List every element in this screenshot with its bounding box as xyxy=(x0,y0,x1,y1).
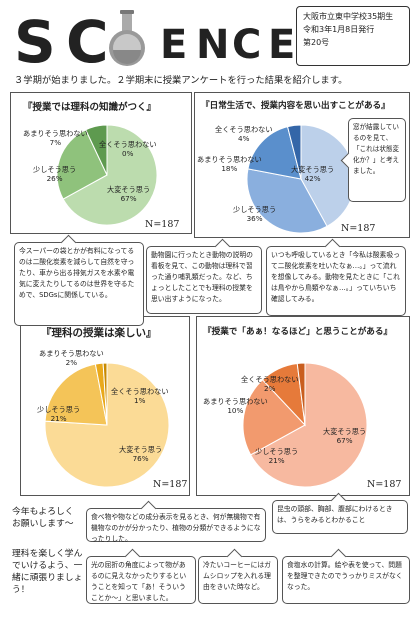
slice-little-not xyxy=(247,126,302,180)
logo-letter: S xyxy=(14,8,56,68)
slice-label-none: 全くそう思わない 4% xyxy=(215,125,273,143)
comment-bubble: 昆虫の頭部、胸部、腹部にわけるときは、うらをみるとわかること xyxy=(272,492,408,534)
issue-number: 第20号 xyxy=(303,38,330,47)
comment-bubble: 今スーパーの袋とかが有料になってるのは二酸化炭素を減らして自然を守ったり、車から… xyxy=(14,234,144,326)
sample-size: N=187 xyxy=(153,479,188,490)
slice-label-none: 全くそう思わない 2% xyxy=(241,375,299,393)
slice-none xyxy=(296,362,306,426)
pie-chart xyxy=(44,362,170,488)
slice-none xyxy=(102,362,108,426)
slice-label-little-not: あまりそう思わない 10% xyxy=(203,397,268,415)
slice-label-somewhat: 少しそう思う 26% xyxy=(33,165,77,183)
school-name: 大阪市立東中学校35期生 xyxy=(303,12,394,21)
comment-bubble: 冷たいコーヒーにはガムシロップを入れる理由をきいた時など。 xyxy=(198,548,278,604)
slice-label-strongly: 大変そう思う 42% xyxy=(291,165,335,183)
slice-somewhat xyxy=(246,168,328,234)
comment-bubble: 食べ物や物などの成分表示を見るとき、何が無機物で有機物なのかが分かったり、植物の… xyxy=(86,500,266,543)
slice-little-not xyxy=(85,124,108,176)
chart-panel-4: 『授業で「あぁ！なるほど」と思うことがある』 全くそう思わない 2% あまりそう思… xyxy=(196,316,410,496)
slice-label-strongly: 大変そう思う 67% xyxy=(107,185,151,203)
chart-panel-1: 『授業では理科の知識がつく』 全くそう思わない 0% あまりそう思わない 7% 少し… xyxy=(10,92,192,234)
sample-size: N=187 xyxy=(341,223,376,234)
slice-label-little-not: あまりそう思わない 18% xyxy=(197,155,262,173)
slice-label-strongly: 大変そう思う 67% xyxy=(323,427,367,445)
slice-label-little-not: あまりそう思わない 7% xyxy=(23,129,88,147)
comment-bubble: 食塩水の計算。絵や表を使って、問題を整理できたのでうっかりミスがなくなった。 xyxy=(282,548,410,604)
chart-title: 『授業で「あぁ！なるほど」と思うことがある』 xyxy=(203,327,393,337)
slice-label-somewhat: 少しそう思う 21% xyxy=(255,447,299,465)
logo-letter: C xyxy=(66,8,109,68)
sample-size: N=187 xyxy=(367,479,402,490)
slice-strongly xyxy=(62,124,158,226)
slice-label-somewhat: 少しそう思う 21% xyxy=(37,405,81,423)
slice-label-strongly: 大変そう思う 76% xyxy=(119,445,163,463)
slice-none xyxy=(286,124,302,180)
comment-bubble: 光の屈折の角度によって物があるのに見えなかったりするということを知って「あ！そう… xyxy=(86,548,196,604)
logo-letter: E xyxy=(160,22,187,68)
slice-label-none: 全くそう思わない 1% xyxy=(111,387,169,405)
slice-label-none: 全くそう思わない 0% xyxy=(99,140,157,158)
logo-letter: E xyxy=(268,22,295,68)
logo-letter: C xyxy=(232,22,261,68)
comment-bubble: 窓が結露しているのを見て、「これは状態変化か？」と考えました。 xyxy=(340,118,406,202)
comment-bubble: いつも呼吸しているとき「今私は酸素吸って二酸化炭素を吐いたなぁ…。」って流れを想… xyxy=(266,238,406,316)
pie-chart xyxy=(56,124,158,226)
flask-icon xyxy=(109,10,145,66)
slice-somewhat xyxy=(242,379,306,456)
issue-info: 大阪市立東中学校35期生 令和3年1月8日発行 第20号 xyxy=(296,6,410,66)
slice-somewhat xyxy=(56,129,108,200)
sample-size: N=187 xyxy=(145,219,180,230)
closing-text: 理科を楽しく学んでいけるよう、一緒に頑張りましょう！ xyxy=(12,549,83,595)
slice-somewhat xyxy=(44,363,108,426)
slice-label-somewhat: 少しそう思う 36% xyxy=(233,205,277,223)
intro-text: ３学期が始まりました。２学期末に授業アンケートを行った結果を紹介します。 xyxy=(14,75,348,86)
slice-label-little-not: あまりそう思わない 2% xyxy=(39,349,104,367)
pie-chart xyxy=(242,362,368,488)
slice-strongly xyxy=(249,362,368,488)
logo-letter: N xyxy=(196,22,229,68)
greeting-text: 今年もよろしくお願いします～ xyxy=(12,507,74,529)
comment-bubble: 動物園に行ったとき動物の説明の看板を見て、この動物は理科で習った通り哺乳類だった… xyxy=(146,238,262,314)
chart-title: 『理科の授業は楽しい』 xyxy=(41,327,157,339)
chart-title: 『授業では理科の知識がつく』 xyxy=(23,102,157,113)
chart-title: 『日常生活で、授業内容を思い出すことがある』 xyxy=(201,101,390,111)
issue-date: 令和3年1月8日発行 xyxy=(303,25,375,34)
chart-panel-3: 『理科の授業は楽しい』 あまりそう思わない 2% 全くそう思わない 1% 少しそう思… xyxy=(20,316,190,496)
